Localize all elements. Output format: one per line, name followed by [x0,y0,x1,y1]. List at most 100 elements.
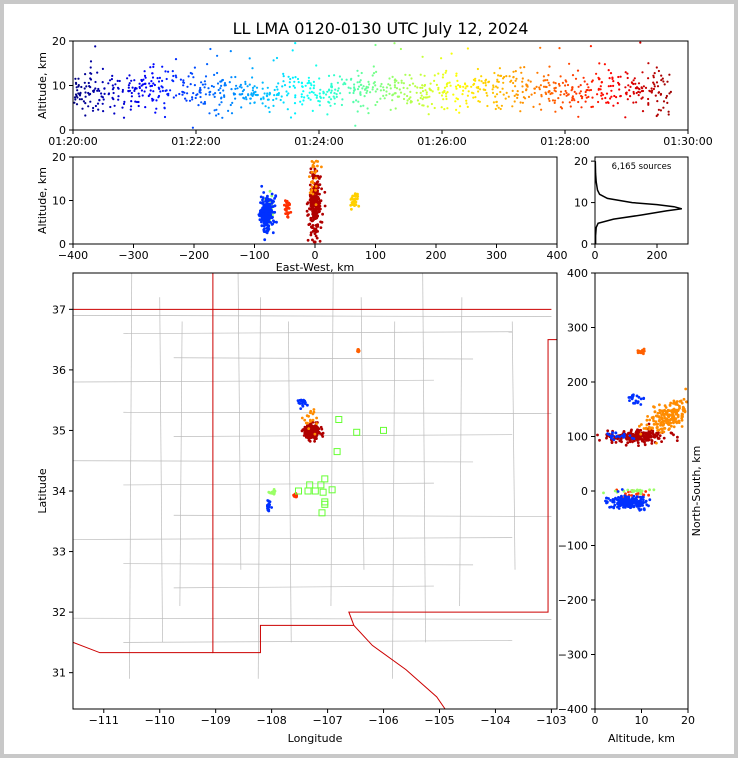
source-point [151,76,155,79]
source-point [659,416,663,420]
source-point [389,84,392,87]
source-point [463,82,467,85]
source-point [624,116,627,119]
source-point [294,42,297,45]
source-point [659,92,663,96]
source-point [495,93,499,96]
source-point [248,83,251,86]
source-point [587,95,590,98]
y-tick-label: −200 [558,594,588,607]
county-border [123,640,513,643]
source-point [652,488,656,492]
source-point [610,89,613,92]
y-tick-label: 31 [52,667,66,680]
source-point [316,230,319,233]
source-point [637,94,640,97]
source-point [519,66,522,69]
source-point [142,83,145,86]
x-tick-label: 01:20:00 [48,135,97,148]
source-point [302,90,305,93]
source-point [650,91,653,94]
source-point [152,63,155,66]
source-point [645,503,649,507]
source-point [461,93,464,96]
source-point [165,77,168,81]
chart-title: LL LMA 0120-0130 UTC July 12, 2024 [233,19,529,38]
source-point [632,393,635,397]
source-point [291,76,294,79]
source-point [655,81,659,84]
ew-axes [72,156,558,245]
source-point [545,92,548,96]
source-point [267,106,270,109]
source-point [314,93,317,96]
source-point [494,85,498,88]
source-point [305,202,309,206]
source-point [648,488,651,492]
source-point [350,77,353,80]
source-point [573,90,576,93]
source-point [191,96,194,99]
source-point [304,84,307,87]
source-point [315,96,318,99]
source-point [634,500,638,504]
source-point [304,421,308,425]
source-point [241,92,244,96]
source-point [289,77,292,81]
source-point [645,427,648,431]
source-point [234,87,237,90]
source-point [320,187,323,191]
source-point [357,85,361,88]
source-point [599,85,602,88]
source-point [307,427,311,430]
source-point [641,439,645,443]
source-point [322,90,325,93]
plan-view-panel: −111 −110 −109 −108 −107 −106 −105 −104 −103 31 32… [36,273,567,745]
source-point [466,105,469,108]
source-point [603,63,607,66]
source-point [674,417,678,420]
source-point [155,107,158,110]
source-point [645,423,649,427]
source-point [232,93,236,96]
source-point [637,444,640,447]
source-point [515,77,518,80]
source-point [631,395,634,399]
source-point [521,85,524,88]
source-point [87,91,90,95]
source-point [101,102,104,105]
source-point [294,76,297,79]
source-point [312,161,316,165]
source-point [647,422,651,426]
source-point [206,63,209,66]
y-axis-label: North-South, km [690,446,703,537]
source-point [292,84,295,87]
source-point [188,99,192,102]
source-point [311,198,315,202]
lma-station-marker [321,498,329,506]
source-point [627,396,631,399]
source-point [498,67,501,70]
x-tick-label: 01:22:00 [171,135,220,148]
source-point [446,107,449,110]
source-point [553,89,556,92]
source-point [204,75,208,78]
source-point [294,495,297,499]
source-point [345,78,348,81]
source-point [172,74,175,78]
source-point [639,492,643,496]
source-point [314,206,318,210]
source-point [284,212,287,216]
source-point [379,89,382,92]
source-point [314,185,318,188]
source-point [630,436,634,440]
source-point [182,81,185,84]
source-point [199,86,202,90]
source-point [625,93,628,96]
source-point [487,80,491,83]
source-point [604,96,607,100]
county-border [73,617,552,620]
source-point [198,89,201,92]
source-point [607,101,610,104]
source-point [430,102,433,106]
